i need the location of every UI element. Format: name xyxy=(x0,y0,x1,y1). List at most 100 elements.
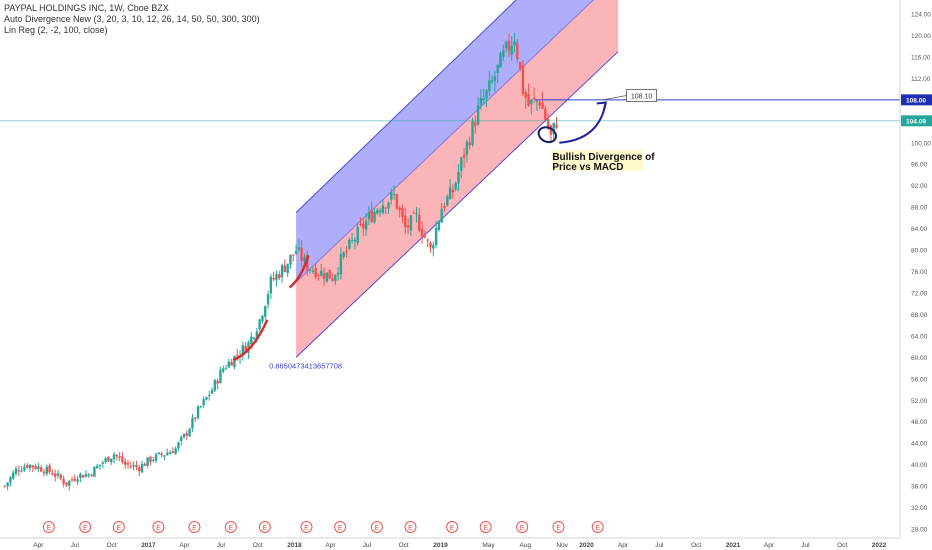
candle xyxy=(210,387,214,395)
indicator-lin-reg[interactable]: Lin Reg (2, -2, 100, close) xyxy=(4,25,108,35)
candle xyxy=(87,472,91,479)
candle-body xyxy=(149,456,152,462)
candle-body xyxy=(488,80,491,92)
candle-body xyxy=(202,399,205,406)
candle xyxy=(507,33,511,57)
last-price-badge: 104.09 xyxy=(901,115,932,127)
candle xyxy=(381,199,385,215)
price-badge-label: 108.00 xyxy=(906,97,926,104)
candle xyxy=(241,341,245,361)
candle xyxy=(278,270,281,281)
candle xyxy=(308,268,312,274)
candle-body xyxy=(37,466,40,470)
earnings-marker[interactable]: E xyxy=(300,521,313,533)
candle xyxy=(331,273,334,282)
candle xyxy=(370,201,373,224)
candle xyxy=(124,457,127,470)
earnings-marker[interactable]: E xyxy=(258,521,271,533)
candle-body xyxy=(59,474,63,479)
candle xyxy=(406,218,410,234)
earnings-marker-label: E xyxy=(46,525,51,532)
candle xyxy=(426,238,429,248)
earnings-marker-label: E xyxy=(375,525,380,532)
candle xyxy=(555,116,558,130)
candle xyxy=(544,105,547,122)
earnings-marker[interactable]: E xyxy=(404,521,417,533)
candle-body xyxy=(236,355,239,357)
candle xyxy=(328,269,331,279)
candle xyxy=(20,465,23,473)
y-tick-label: 76.00 xyxy=(911,269,928,276)
candle xyxy=(202,396,205,409)
divergence-note-line2[interactable]: Price vs MACD xyxy=(552,162,623,173)
candle xyxy=(392,185,396,200)
callout-label[interactable]: 108.10 xyxy=(631,94,653,101)
divergence-curve xyxy=(288,255,310,289)
candle-body xyxy=(247,342,250,353)
candle xyxy=(107,456,110,462)
earnings-marker[interactable]: E xyxy=(112,521,125,533)
divergence-note-line1[interactable]: Bullish Divergence of xyxy=(552,152,655,163)
candle-body xyxy=(429,242,432,248)
x-tick-label: 2022 xyxy=(872,542,887,549)
candle xyxy=(356,224,359,246)
earnings-marker[interactable]: E xyxy=(370,521,383,533)
earnings-marker[interactable]: E xyxy=(224,521,237,533)
candle xyxy=(325,272,329,283)
earnings-marker[interactable]: E xyxy=(334,521,347,533)
earnings-marker-label: E xyxy=(338,525,343,532)
earnings-marker[interactable]: E xyxy=(552,521,565,533)
earnings-marker[interactable]: E xyxy=(591,521,604,533)
candle-body xyxy=(286,263,289,274)
x-tick-label: Nov xyxy=(556,542,568,549)
x-tick-label: 2020 xyxy=(579,542,594,549)
arrow-head xyxy=(596,101,608,111)
earnings-marker-circle xyxy=(152,521,165,533)
candle-body xyxy=(275,274,278,280)
candle-body xyxy=(266,294,270,305)
earnings-marker[interactable]: E xyxy=(188,521,201,533)
candle xyxy=(227,358,231,369)
candle-body xyxy=(479,97,483,106)
candle-body xyxy=(280,265,284,278)
earnings-marker-label: E xyxy=(192,525,197,532)
earnings-marker[interactable]: E xyxy=(152,521,165,533)
candle xyxy=(112,451,116,464)
earnings-marker[interactable]: E xyxy=(446,521,459,533)
y-tick-label: 64.00 xyxy=(911,333,928,340)
candle-body xyxy=(328,269,331,279)
candle-body xyxy=(544,108,547,121)
candle xyxy=(345,245,348,258)
candle-body xyxy=(222,368,225,372)
x-tick-label: Jul xyxy=(71,542,80,549)
y-tick-label: 112.00 xyxy=(911,76,931,83)
candle xyxy=(342,251,345,260)
earnings-marker[interactable]: E xyxy=(79,521,92,533)
candle-body xyxy=(31,465,35,468)
candle xyxy=(300,240,303,267)
candle xyxy=(420,221,424,244)
earnings-marker[interactable]: E xyxy=(479,521,492,533)
lower-channel-band xyxy=(296,0,619,358)
candle-body xyxy=(213,380,217,391)
indicator-auto-divergence[interactable]: Auto Divergence New (3, 20, 3, 10, 12, 2… xyxy=(4,14,260,24)
candle xyxy=(205,396,208,401)
candle xyxy=(6,482,9,491)
candle xyxy=(390,188,393,205)
candle xyxy=(157,452,161,455)
earnings-marker[interactable]: E xyxy=(42,521,55,533)
candle-body xyxy=(415,213,418,215)
earnings-marker[interactable]: E xyxy=(516,521,529,533)
earnings-marker-circle xyxy=(370,521,383,533)
candle-body xyxy=(9,477,12,483)
candle-body xyxy=(90,474,93,476)
candle-body xyxy=(432,245,435,249)
y-tick-label: 80.00 xyxy=(911,248,928,255)
x-tick-label: 2021 xyxy=(726,542,741,549)
symbol-title[interactable]: PAYPAL HOLDINGS INC, 1W, Cboe BZX xyxy=(4,3,169,13)
candle xyxy=(272,271,275,282)
candle-body xyxy=(208,395,211,397)
candle-body xyxy=(404,215,407,228)
candle xyxy=(216,378,219,390)
